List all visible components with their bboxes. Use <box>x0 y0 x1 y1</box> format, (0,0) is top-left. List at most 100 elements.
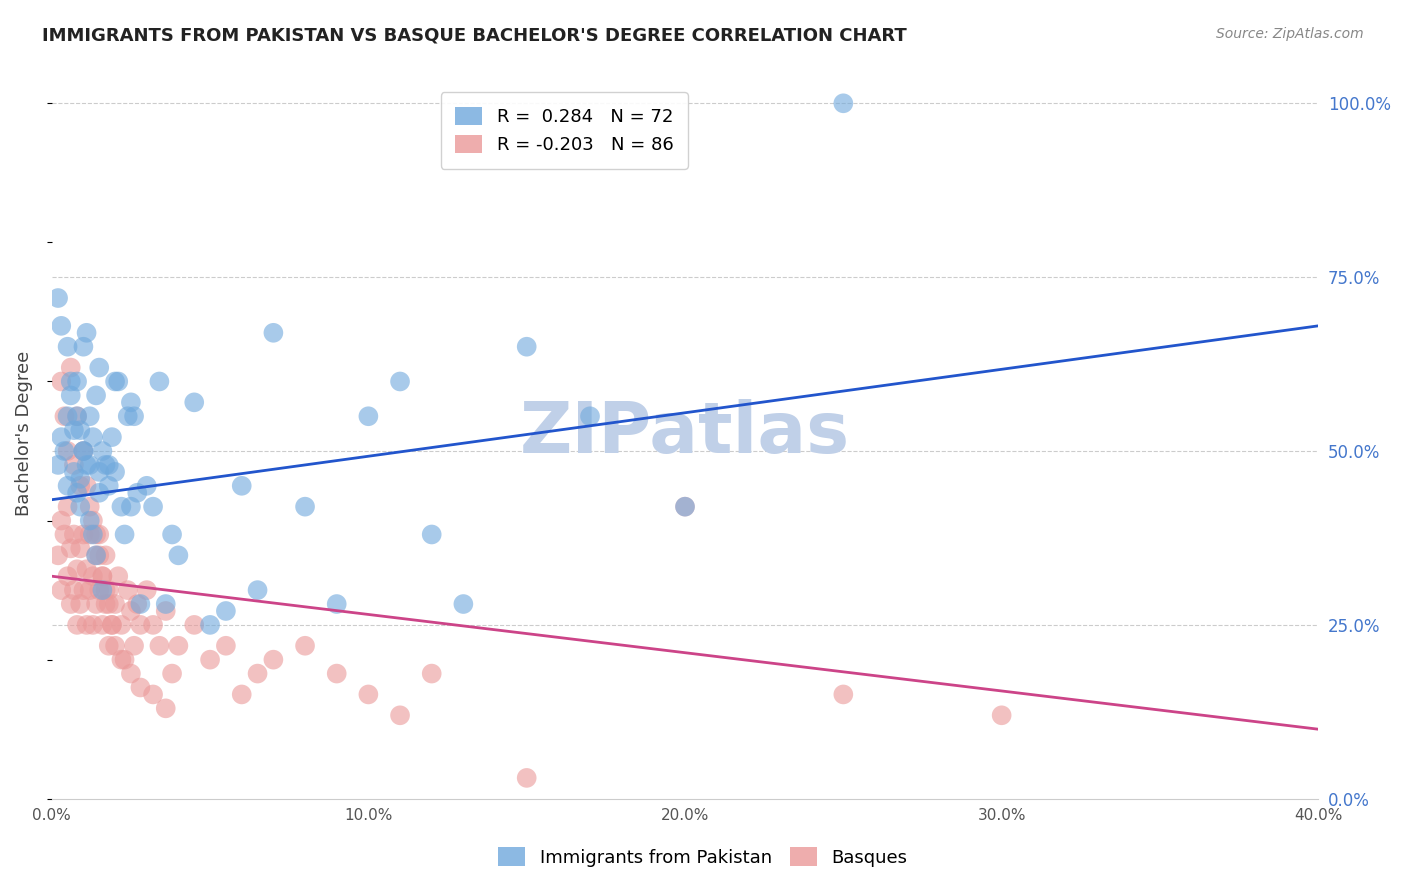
Point <box>129 681 152 695</box>
Point <box>135 479 157 493</box>
Point <box>82 430 104 444</box>
Point <box>76 562 98 576</box>
Point <box>673 500 696 514</box>
Point <box>135 583 157 598</box>
Point <box>120 604 142 618</box>
Point <box>516 340 538 354</box>
Point <box>84 549 107 563</box>
Point <box>51 514 73 528</box>
Point <box>120 395 142 409</box>
Point <box>69 472 91 486</box>
Point <box>107 569 129 583</box>
Point <box>357 409 380 424</box>
Point <box>110 618 132 632</box>
Point <box>53 444 76 458</box>
Text: Source: ZipAtlas.com: Source: ZipAtlas.com <box>1216 27 1364 41</box>
Point <box>91 444 114 458</box>
Point <box>76 326 98 340</box>
Point <box>59 597 82 611</box>
Point <box>72 583 94 598</box>
Point <box>97 639 120 653</box>
Point <box>246 583 269 598</box>
Point <box>120 500 142 514</box>
Point <box>76 458 98 472</box>
Point <box>101 618 124 632</box>
Point <box>832 96 855 111</box>
Point <box>89 527 111 541</box>
Point <box>79 458 101 472</box>
Point <box>155 597 177 611</box>
Point <box>63 583 86 598</box>
Point <box>79 409 101 424</box>
Point <box>97 597 120 611</box>
Point <box>56 569 79 583</box>
Point <box>89 360 111 375</box>
Point <box>215 639 238 653</box>
Point <box>294 639 316 653</box>
Point <box>72 444 94 458</box>
Point <box>142 618 165 632</box>
Point <box>101 430 124 444</box>
Point <box>97 458 120 472</box>
Point <box>89 465 111 479</box>
Point <box>46 458 69 472</box>
Point <box>215 604 238 618</box>
Point <box>84 388 107 402</box>
Point <box>94 597 117 611</box>
Point <box>63 465 86 479</box>
Legend: R =  0.284   N = 72, R = -0.203   N = 86: R = 0.284 N = 72, R = -0.203 N = 86 <box>440 92 688 169</box>
Point <box>198 618 221 632</box>
Point <box>167 639 190 653</box>
Point <box>82 527 104 541</box>
Point <box>51 375 73 389</box>
Point <box>72 444 94 458</box>
Point <box>56 340 79 354</box>
Point <box>94 583 117 598</box>
Point <box>294 500 316 514</box>
Point <box>104 465 127 479</box>
Point <box>262 653 284 667</box>
Point <box>66 409 89 424</box>
Point <box>832 688 855 702</box>
Point <box>66 375 89 389</box>
Point <box>72 444 94 458</box>
Point <box>389 375 412 389</box>
Point <box>246 666 269 681</box>
Point <box>325 597 347 611</box>
Point <box>69 500 91 514</box>
Point <box>84 527 107 541</box>
Point <box>76 618 98 632</box>
Point <box>673 500 696 514</box>
Point <box>82 618 104 632</box>
Point <box>127 485 149 500</box>
Point <box>51 430 73 444</box>
Point <box>117 583 139 598</box>
Point <box>389 708 412 723</box>
Point <box>79 500 101 514</box>
Point <box>104 597 127 611</box>
Point <box>325 666 347 681</box>
Point <box>579 409 602 424</box>
Point <box>127 597 149 611</box>
Point <box>110 653 132 667</box>
Point <box>231 479 253 493</box>
Point <box>117 409 139 424</box>
Point <box>63 458 86 472</box>
Point <box>91 583 114 598</box>
Point <box>148 375 170 389</box>
Point <box>91 618 114 632</box>
Point <box>142 500 165 514</box>
Point <box>114 653 136 667</box>
Point <box>89 549 111 563</box>
Point <box>420 666 443 681</box>
Point <box>53 527 76 541</box>
Point <box>53 409 76 424</box>
Point <box>107 375 129 389</box>
Point <box>84 549 107 563</box>
Point <box>82 514 104 528</box>
Point <box>56 444 79 458</box>
Point <box>89 583 111 598</box>
Point <box>198 653 221 667</box>
Point <box>420 527 443 541</box>
Point <box>59 360 82 375</box>
